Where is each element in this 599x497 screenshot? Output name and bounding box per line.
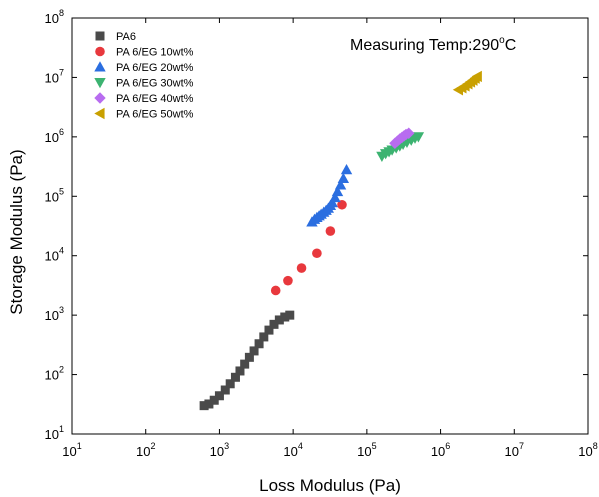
series-2 [306, 164, 353, 227]
data-point [259, 332, 269, 342]
data-point [244, 352, 254, 362]
data-point [340, 164, 353, 175]
annotation-measuring-temp: Measuring Temp:290oC [350, 35, 516, 54]
legend-item: PA6 [95, 31, 136, 43]
data-point [280, 312, 290, 322]
legend-label: PA 6/EG 20wt% [116, 62, 194, 74]
data-point [204, 399, 214, 409]
x-tick-label: 101 [62, 441, 81, 459]
legend-label: PA 6/EG 10wt% [116, 47, 194, 59]
y-tick-label: 108 [45, 8, 64, 26]
y-tick-label: 103 [45, 305, 64, 323]
data-point [270, 285, 281, 296]
data-point [209, 395, 219, 405]
data-point [199, 401, 209, 411]
legend-marker [95, 46, 105, 57]
data-point [235, 366, 245, 376]
x-tick-label: 108 [578, 441, 597, 459]
y-tick-label: 105 [45, 186, 64, 204]
data-point [331, 185, 344, 197]
plot-frame [71, 17, 589, 435]
data-point [403, 127, 415, 139]
data-point [312, 248, 322, 259]
data-point [334, 179, 347, 190]
data-point [337, 172, 350, 183]
y-tick-label: 106 [45, 127, 64, 145]
data-point [269, 319, 279, 329]
y-tick-label: 101 [45, 424, 64, 442]
data-point [329, 191, 341, 203]
data-point [412, 132, 425, 143]
legend-label: PA6 [116, 31, 136, 43]
data-point [225, 379, 235, 389]
legend-label: PA 6/EG 50wt% [116, 109, 194, 121]
x-tick-label: 103 [210, 441, 229, 459]
data-point [214, 391, 224, 401]
annotation-text: Measuring Temp:290 [350, 37, 499, 54]
plot-area [71, 17, 589, 435]
legend-item: PA 6/EG 30wt% [94, 77, 194, 90]
data-point [240, 359, 250, 369]
legend-item: PA 6/EG 50wt% [94, 107, 194, 121]
x-tick-label: 106 [431, 441, 450, 459]
legend-item: PA 6/EG 40wt% [94, 92, 194, 105]
legend-item: PA 6/EG 20wt% [94, 61, 194, 74]
series-0 [199, 310, 295, 411]
legend-marker [94, 61, 106, 72]
series-4 [389, 127, 415, 149]
legend-marker [95, 31, 105, 41]
y-tick-label: 102 [45, 365, 64, 383]
data-point [296, 263, 307, 273]
data-point [337, 199, 347, 210]
x-tick-label: 107 [505, 441, 524, 459]
y-tick-label: 107 [45, 67, 64, 85]
x-tick-label: 104 [283, 441, 302, 459]
data-point [264, 325, 274, 335]
data-point [325, 226, 336, 236]
data-point [283, 275, 293, 286]
y-axis-title: Storage Modulus (Pa) [7, 149, 26, 314]
legend-marker [94, 107, 105, 120]
data-point [254, 339, 264, 349]
series-1 [270, 199, 347, 296]
x-tick-label: 105 [357, 441, 376, 459]
data-point [471, 70, 482, 83]
legend-label: PA 6/EG 30wt% [116, 78, 194, 90]
x-axis-title: Loss Modulus (Pa) [259, 476, 401, 495]
data-point [285, 310, 295, 320]
y-tick-label: 104 [45, 246, 64, 264]
legend-label: PA 6/EG 40wt% [116, 93, 194, 105]
data-point [274, 315, 284, 325]
data-point [220, 385, 230, 395]
annotation-unit: C [505, 37, 517, 54]
legend-marker [94, 77, 106, 89]
x-tick-label: 102 [136, 441, 155, 459]
legend-marker [94, 92, 106, 104]
annotation-degree: o [499, 35, 505, 46]
legend: PA6 PA 6/EG 10wt% PA 6/EG 20wt% PA 6/EG 30w… [94, 31, 194, 121]
series-5 [452, 70, 482, 96]
data-point [249, 346, 259, 356]
legend-item: PA 6/EG 10wt% [95, 46, 194, 59]
axes: 101 102 103 104 105 106 107 108 101 102 103 104 105 1… [45, 8, 598, 459]
series-layer [199, 70, 482, 411]
data-point [230, 372, 240, 382]
